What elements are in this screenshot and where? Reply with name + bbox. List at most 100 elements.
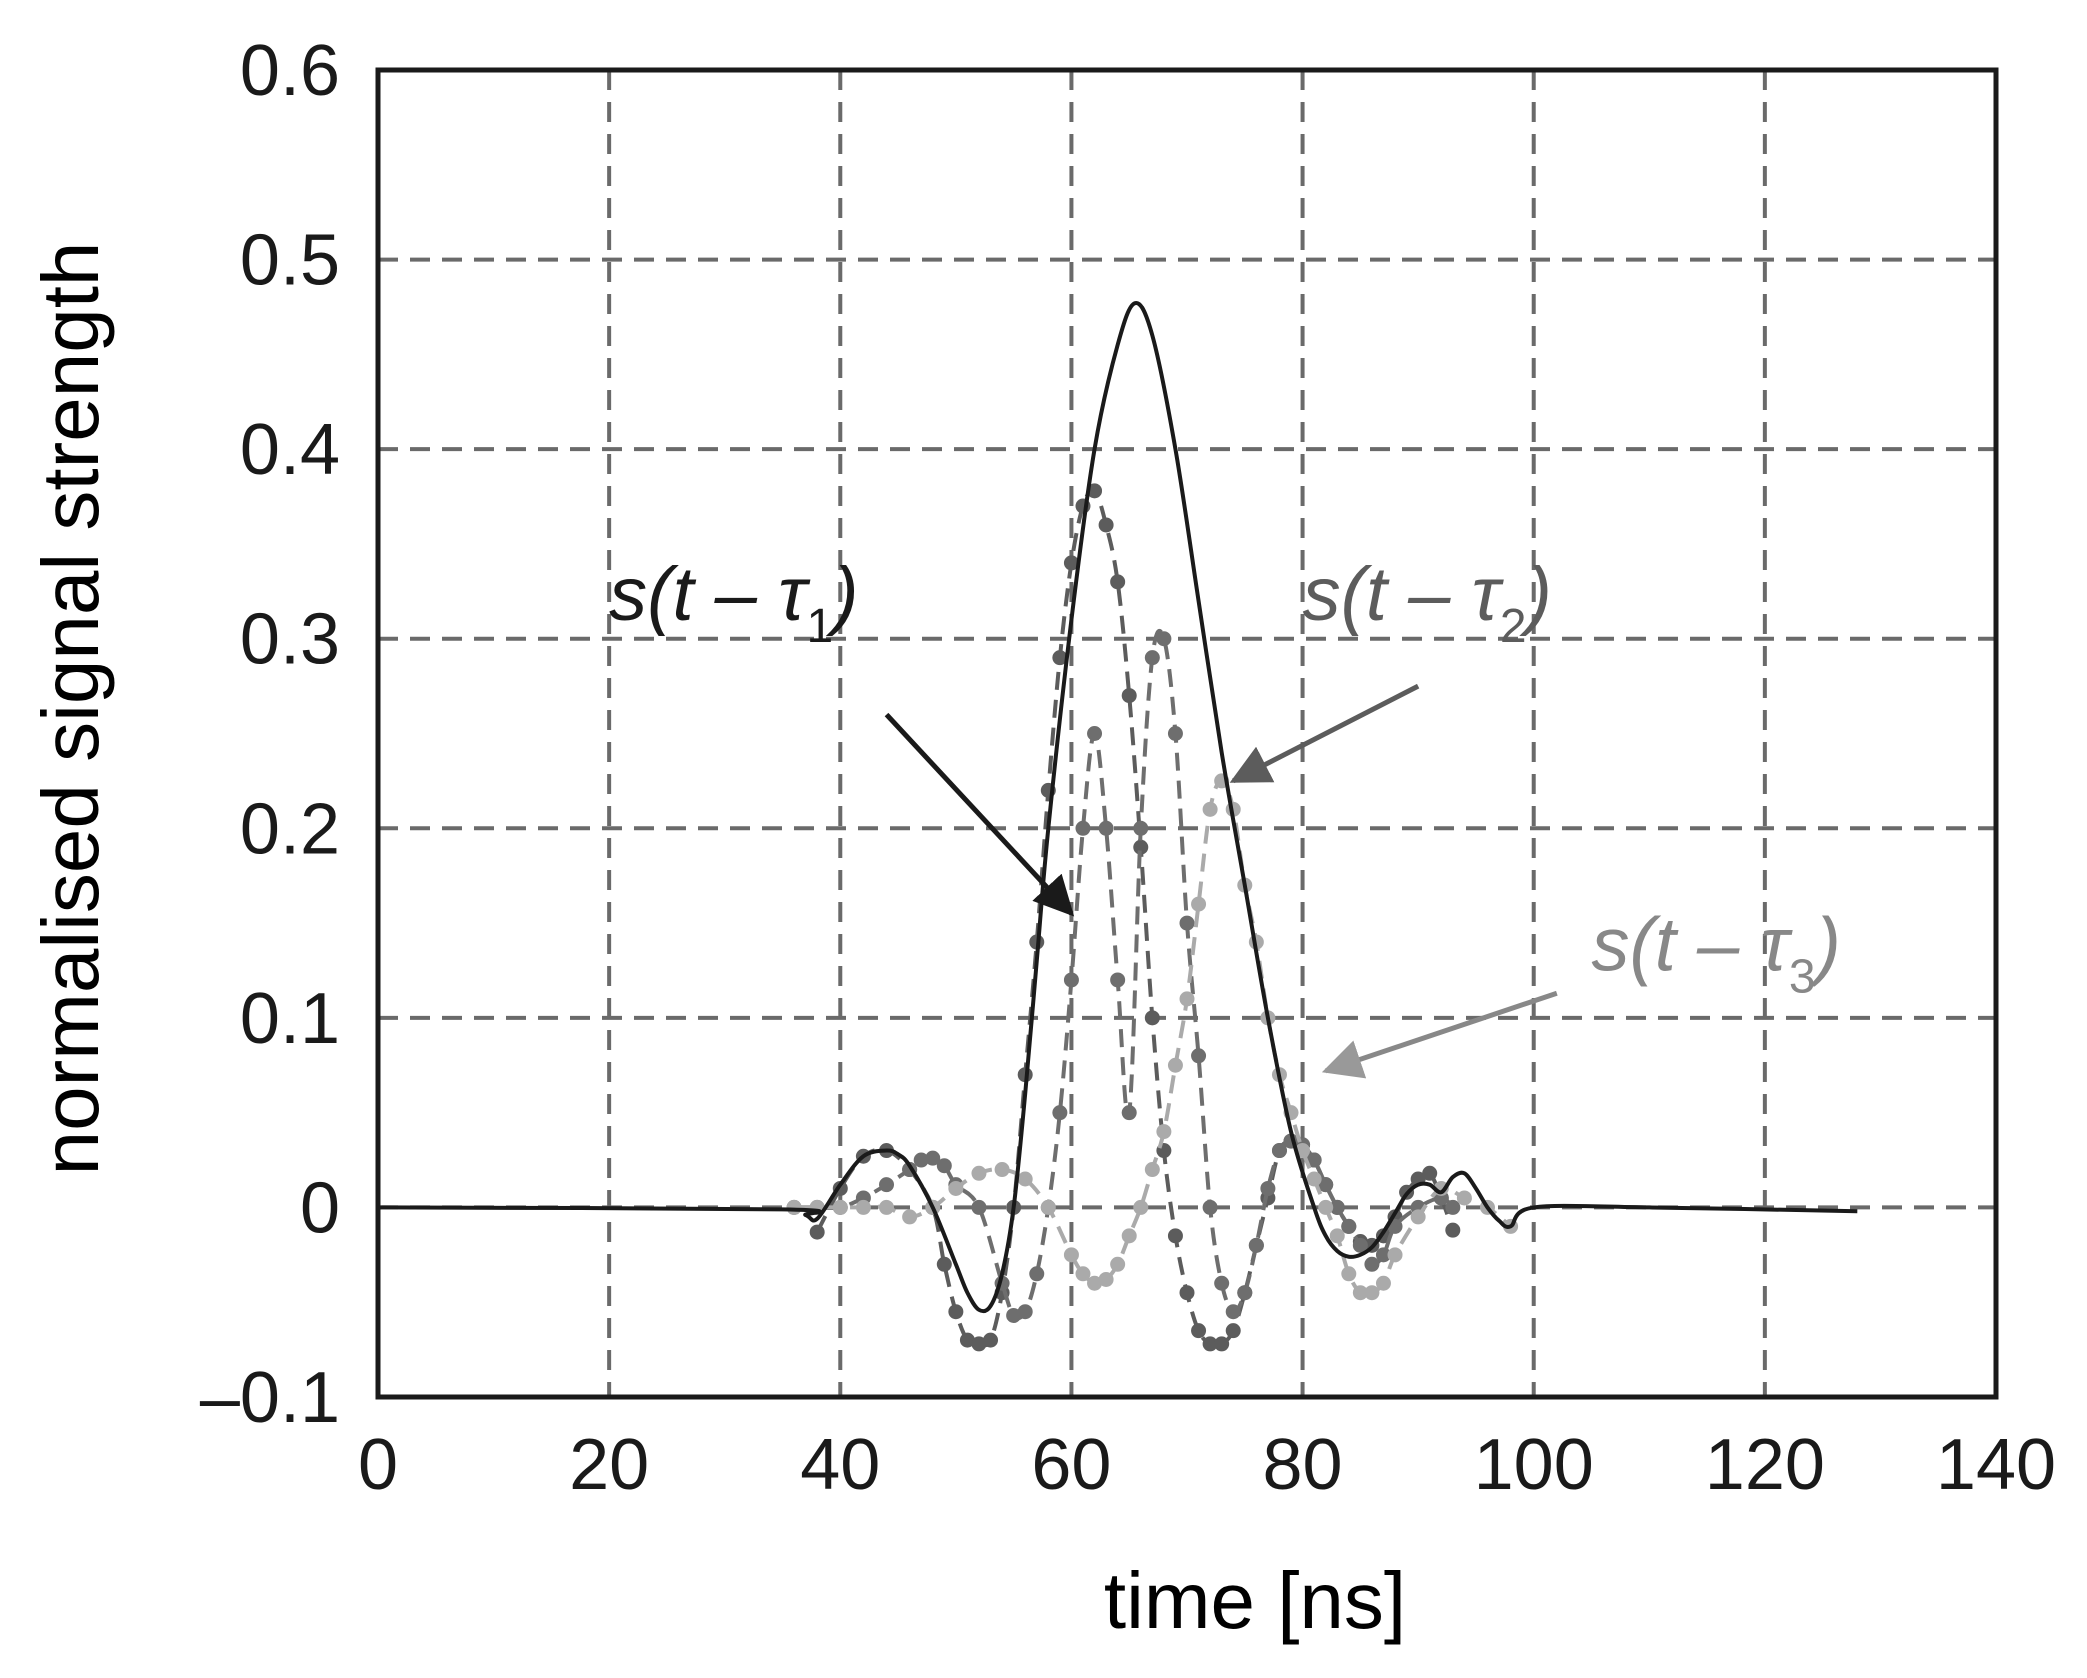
series-2-point bbox=[1110, 972, 1126, 988]
series-2-point bbox=[1156, 631, 1172, 647]
series-2-point bbox=[1052, 1105, 1068, 1121]
series-3-point bbox=[1121, 1228, 1137, 1244]
series-3-point bbox=[1087, 1275, 1103, 1291]
series-3-point bbox=[1098, 1271, 1114, 1287]
main-pulse-line bbox=[377, 301, 1858, 1314]
series-2-point bbox=[1318, 1177, 1334, 1193]
y-tick-label: 0.1 bbox=[240, 979, 340, 1059]
x-tick-label: 140 bbox=[1936, 1425, 2056, 1505]
series-3-point bbox=[1329, 1228, 1345, 1244]
annotation-arrow-2 bbox=[1229, 683, 1420, 784]
annotation-arrow-3 bbox=[1321, 990, 1558, 1079]
series-2-point bbox=[971, 1199, 987, 1215]
series-2-point bbox=[1271, 1143, 1287, 1159]
series-layer bbox=[377, 301, 1858, 1352]
series-3-point bbox=[1133, 1199, 1149, 1215]
series-2-point bbox=[1341, 1218, 1357, 1234]
series-2-point bbox=[925, 1150, 941, 1166]
series-3-point bbox=[1191, 896, 1207, 912]
x-tick-label: 100 bbox=[1474, 1425, 1594, 1505]
series-2-line bbox=[794, 628, 1455, 1321]
series-1-point bbox=[959, 1332, 975, 1348]
series-2-point bbox=[1133, 820, 1149, 836]
y-tick-label: 0.4 bbox=[240, 410, 340, 490]
series-1-point bbox=[936, 1256, 952, 1272]
annotation-arrow-1 bbox=[884, 712, 1075, 917]
series-2-point bbox=[913, 1152, 929, 1168]
series-2-point bbox=[1237, 1285, 1253, 1301]
series-1-point bbox=[1110, 574, 1126, 590]
series-2-point bbox=[1445, 1199, 1461, 1215]
x-tick-label: 80 bbox=[1263, 1425, 1343, 1505]
series-3-point bbox=[1306, 1171, 1322, 1187]
y-axis-label: normalised signal strength bbox=[26, 242, 115, 1176]
series-1-point bbox=[1202, 1336, 1218, 1352]
y-tick-label: 0.5 bbox=[240, 221, 340, 301]
series-2-point bbox=[1179, 915, 1195, 931]
series-1-point bbox=[1121, 688, 1137, 704]
series-3-point bbox=[1375, 1275, 1391, 1291]
series-3-point bbox=[1410, 1209, 1426, 1225]
x-tick-label: 120 bbox=[1705, 1425, 1825, 1505]
series-3-point bbox=[1017, 1171, 1033, 1187]
series-2-point bbox=[1225, 1304, 1241, 1320]
series-3-point bbox=[971, 1165, 987, 1181]
series-3-point bbox=[1144, 1162, 1160, 1178]
series-2-point bbox=[1248, 1237, 1264, 1253]
annotations: s(t – τ1) s(t – τ2)s(t – τ3) bbox=[609, 552, 1841, 1079]
tick-labels: 0 20 40 60 80 100 120 140–0.100.10.20.30.40.50.… bbox=[200, 31, 2056, 1505]
series-1-point bbox=[948, 1304, 964, 1320]
x-tick-label: 60 bbox=[1031, 1425, 1111, 1505]
series-1-point bbox=[1191, 1323, 1207, 1339]
series-3-point bbox=[832, 1199, 848, 1215]
series-1-point bbox=[983, 1332, 999, 1348]
series-1-point bbox=[1087, 483, 1103, 499]
y-tick-label: 0.2 bbox=[240, 789, 340, 869]
series-3-point bbox=[1040, 1199, 1056, 1215]
series-2-point bbox=[1121, 1105, 1137, 1121]
series-3-point bbox=[1387, 1247, 1403, 1263]
series-3-point bbox=[1456, 1190, 1472, 1206]
x-tick-label: 0 bbox=[358, 1425, 398, 1505]
annotation-label-3: s(t – τ3) bbox=[1592, 902, 1841, 1003]
series-3-point bbox=[948, 1180, 964, 1196]
series-3-point bbox=[1167, 1057, 1183, 1073]
series-2-point bbox=[1329, 1199, 1345, 1215]
series-3-point bbox=[1075, 1266, 1091, 1282]
series-1-point bbox=[1179, 1285, 1195, 1301]
series-1-point bbox=[1052, 650, 1068, 666]
series-2-point bbox=[1202, 1199, 1218, 1215]
series-1-point bbox=[971, 1336, 987, 1352]
series-3-point bbox=[1341, 1266, 1357, 1282]
series-1-point bbox=[1063, 555, 1079, 571]
series-1-point bbox=[1422, 1165, 1438, 1181]
series-2-point bbox=[1260, 1180, 1276, 1196]
series-3-point bbox=[1063, 1247, 1079, 1263]
series-1-point bbox=[1225, 1323, 1241, 1339]
series-3-point bbox=[1352, 1285, 1368, 1301]
series-2-point bbox=[1006, 1307, 1022, 1323]
series-2-point bbox=[1352, 1237, 1368, 1253]
series-3-point bbox=[902, 1209, 918, 1225]
series-2-point bbox=[1087, 726, 1103, 741]
series-2-point bbox=[879, 1177, 895, 1193]
series-3-point bbox=[1364, 1285, 1380, 1301]
series-2-point bbox=[1214, 1275, 1230, 1291]
series-3-point bbox=[1156, 1124, 1172, 1140]
series-2-point bbox=[1167, 726, 1183, 741]
series-1-point bbox=[1144, 1010, 1160, 1026]
series-3-point bbox=[855, 1199, 871, 1215]
y-tick-label: 0 bbox=[300, 1168, 340, 1248]
x-axis-label: time [ns] bbox=[1104, 1556, 1406, 1645]
series-1-point bbox=[1214, 1336, 1230, 1352]
series-2-point bbox=[1306, 1152, 1322, 1168]
y-tick-label: 0.3 bbox=[240, 600, 340, 680]
series-2-point bbox=[1029, 1266, 1045, 1282]
series-1-point bbox=[1133, 839, 1149, 855]
series-3-point bbox=[1202, 801, 1218, 817]
series-2-point bbox=[1098, 820, 1114, 836]
series-2-point bbox=[1075, 820, 1091, 836]
plot-frame bbox=[375, 67, 1999, 1400]
series-1-point bbox=[1167, 1228, 1183, 1244]
